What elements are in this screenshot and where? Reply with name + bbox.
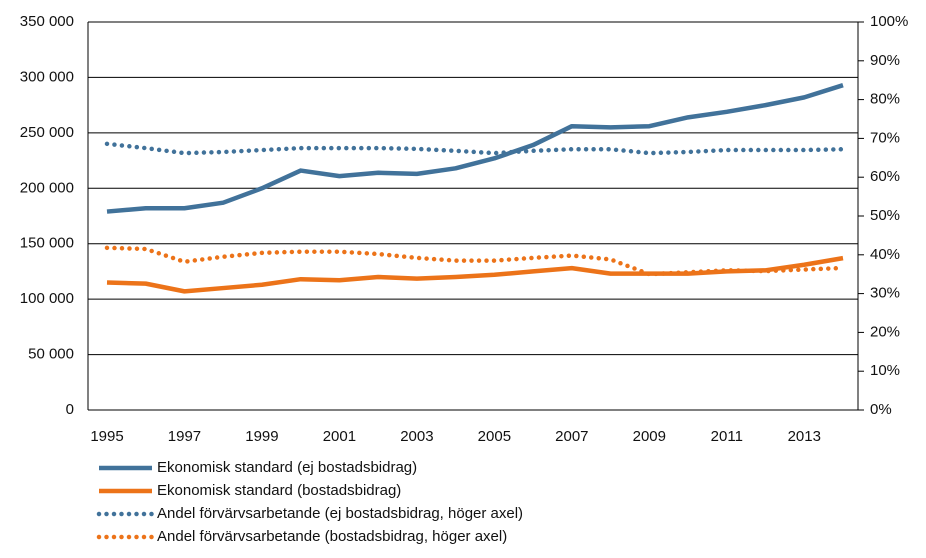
y2-tick-label: 10% <box>870 362 900 379</box>
x-tick-label: 2007 <box>555 428 588 445</box>
legend-label: Andel förvärvsarbetande (bostadsbidrag, … <box>157 528 507 545</box>
y2-tick-label: 40% <box>870 246 900 263</box>
x-tick-label: 2009 <box>633 428 666 445</box>
y2-tick-label: 0% <box>870 401 892 418</box>
series-line <box>104 245 846 277</box>
legend-label: Ekonomisk standard (bostadsbidrag) <box>157 482 401 499</box>
x-tick-label: 2013 <box>788 428 821 445</box>
y-tick-label: 100 000 <box>20 290 74 307</box>
x-tick-label: 2003 <box>400 428 433 445</box>
x-tick-label: 1995 <box>90 428 123 445</box>
y-tick-label: 50 000 <box>28 346 74 363</box>
y-tick-label: 200 000 <box>20 179 74 196</box>
y2-tick-label: 80% <box>870 91 900 108</box>
x-tick-label: 1999 <box>245 428 278 445</box>
y-tick-label: 350 000 <box>20 13 74 30</box>
y2-tick-label: 20% <box>870 323 900 340</box>
y-tick-label: 0 <box>66 401 74 418</box>
series-line <box>106 83 844 214</box>
y2-tick-label: 60% <box>870 168 900 185</box>
y-tick-label: 300 000 <box>20 68 74 85</box>
y2-tick-label: 70% <box>870 129 900 146</box>
y-tick-label: 150 000 <box>20 235 74 252</box>
x-tick-label: 2011 <box>711 428 743 445</box>
legend-label: Ekonomisk standard (ej bostadsbidrag) <box>157 459 417 476</box>
series-line <box>104 141 846 156</box>
legend-label: Andel förvärvsarbetande (ej bostadsbidra… <box>157 505 523 522</box>
y2-tick-label: 90% <box>870 52 900 69</box>
y2-tick-label: 100% <box>870 13 908 30</box>
y2-tick-label: 30% <box>870 285 900 302</box>
y2-tick-label: 50% <box>870 207 900 224</box>
y-tick-label: 250 000 <box>20 124 74 141</box>
x-tick-label: 1997 <box>168 428 201 445</box>
x-tick-label: 2001 <box>323 428 356 445</box>
x-tick-label: 2005 <box>478 428 511 445</box>
series-line <box>106 255 844 294</box>
